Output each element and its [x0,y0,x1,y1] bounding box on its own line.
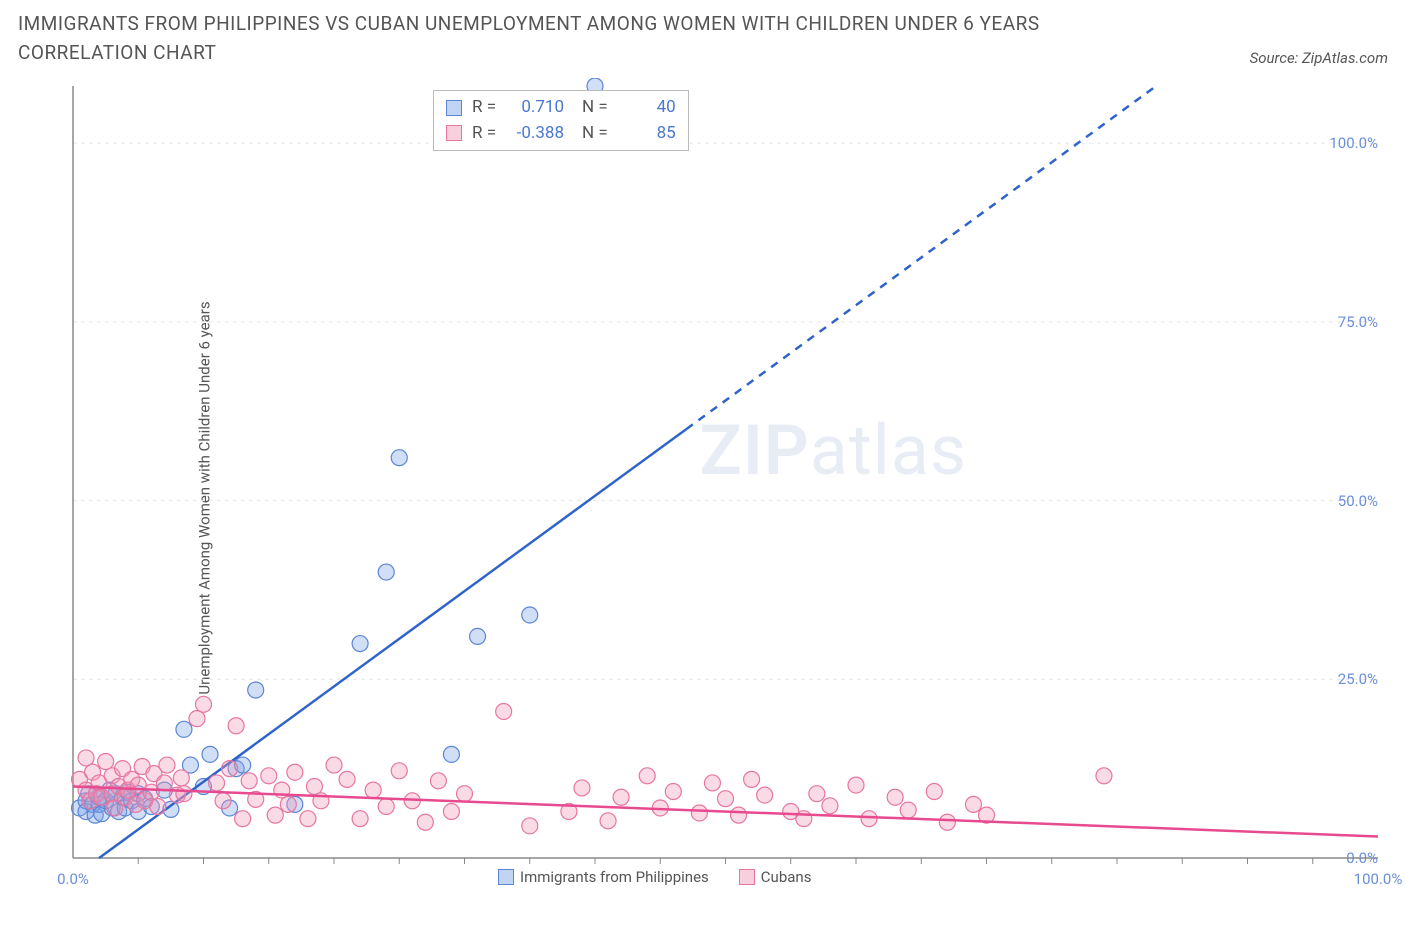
series-legend-item: Cubans [739,868,812,886]
r-label: R = [472,95,496,121]
y-tick-label: 100.0% [1329,134,1378,152]
n-value: 85 [618,121,676,147]
chart-title: IMMIGRANTS FROM PHILIPPINES VS CUBAN UNE… [18,10,1118,67]
r-value: 0.710 [506,95,564,121]
series-legend: Immigrants from Philippines Cubans [498,868,811,886]
series-legend-label: Immigrants from Philippines [520,868,709,886]
correlation-legend-row: R = -0.388 N = 85 [446,121,676,147]
correlation-legend-row: R = 0.710 N = 40 [446,95,676,121]
legend-swatch [739,869,755,885]
legend-swatch [446,100,462,116]
n-label: N = [582,121,608,147]
correlation-legend: R = 0.710 N = 40 R = -0.388 N = 85 [433,90,689,151]
scatter-chart-svg [18,78,1388,918]
n-value: 40 [618,95,676,121]
y-tick-label: 0.0% [1346,849,1378,867]
x-tick-label: 0.0% [57,870,89,888]
legend-swatch [498,869,514,885]
y-tick-label: 50.0% [1338,492,1378,510]
r-label: R = [472,121,496,147]
chart-area: Unemployment Among Women with Children U… [18,78,1388,918]
y-tick-label: 25.0% [1338,670,1378,688]
legend-swatch [446,125,462,141]
title-row: IMMIGRANTS FROM PHILIPPINES VS CUBAN UNE… [0,0,1406,67]
y-tick-label: 75.0% [1338,313,1378,331]
series-legend-label: Cubans [761,868,812,886]
series-legend-item: Immigrants from Philippines [498,868,709,886]
r-value: -0.388 [506,121,564,147]
n-label: N = [582,95,608,121]
source-label: Source: ZipAtlas.com [1250,49,1388,67]
x-tick-label: 100.0% [1354,870,1403,888]
